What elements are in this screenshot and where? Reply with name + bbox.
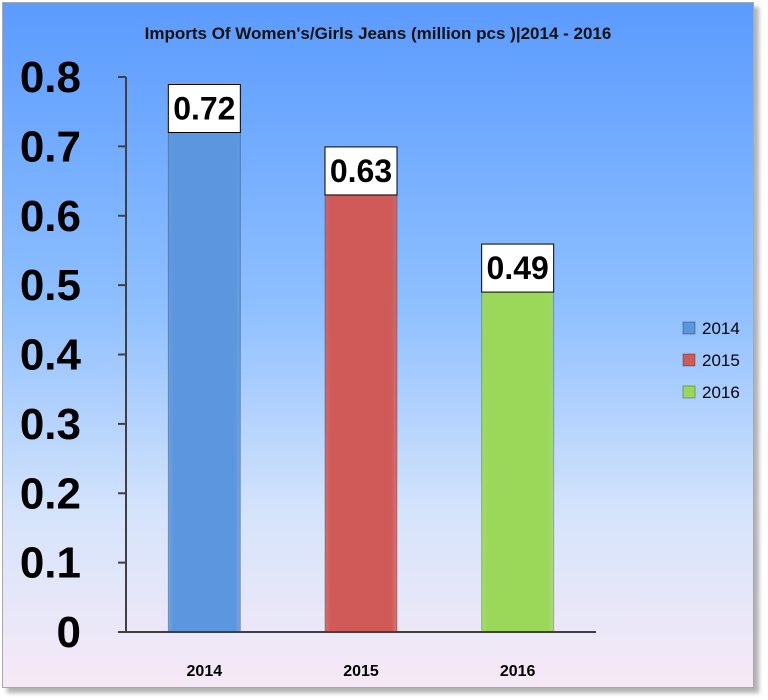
data-label: 0.63 — [330, 153, 392, 189]
bar-2015 — [324, 194, 398, 633]
x-tick-label: 2015 — [343, 663, 379, 680]
legend-swatch-2015 — [682, 353, 696, 367]
legend: 2014 2015 2016 — [682, 319, 740, 402]
data-label-box — [324, 146, 398, 196]
y-tick-label: 0.4 — [20, 331, 82, 380]
y-axis: 0 0.1 0.2 0.3 0.4 0.5 0.6 0.7 0.8 — [20, 53, 127, 657]
chart-frame: Imports Of Women's/Girls Jeans (million … — [2, 2, 754, 688]
legend-swatch-2016 — [682, 385, 696, 399]
legend-entry: 2014 — [702, 319, 740, 338]
chart-title: Imports Of Women's/Girls Jeans (million … — [145, 24, 612, 43]
bar-chart: Imports Of Women's/Girls Jeans (million … — [20, 24, 740, 680]
x-tick-label: 2016 — [500, 663, 536, 680]
x-tick-label: 2014 — [187, 663, 223, 680]
bar-2014 — [167, 132, 241, 633]
legend-entry: 2016 — [702, 383, 740, 402]
y-tick-label: 0.6 — [20, 192, 81, 241]
data-label: 0.72 — [173, 91, 235, 127]
y-tick-label: 0.1 — [20, 539, 81, 588]
y-tick-label: 0 — [57, 608, 81, 657]
y-tick-label: 0.8 — [20, 53, 81, 102]
x-axis: 2014 2015 2016 — [126, 631, 596, 680]
legend-entry: 2015 — [702, 351, 740, 370]
bar-2016 — [481, 291, 555, 633]
data-label-box — [167, 84, 241, 133]
legend-swatch-2014 — [682, 321, 696, 335]
y-tick-label: 0.7 — [20, 122, 81, 171]
bars: 0.72 0.63 0.49 — [167, 84, 555, 633]
y-tick-label: 0.3 — [20, 400, 81, 449]
data-label: 0.49 — [487, 250, 549, 286]
y-tick-label: 0.5 — [20, 261, 81, 310]
data-label-box — [481, 243, 555, 293]
y-tick-label: 0.2 — [20, 469, 81, 518]
